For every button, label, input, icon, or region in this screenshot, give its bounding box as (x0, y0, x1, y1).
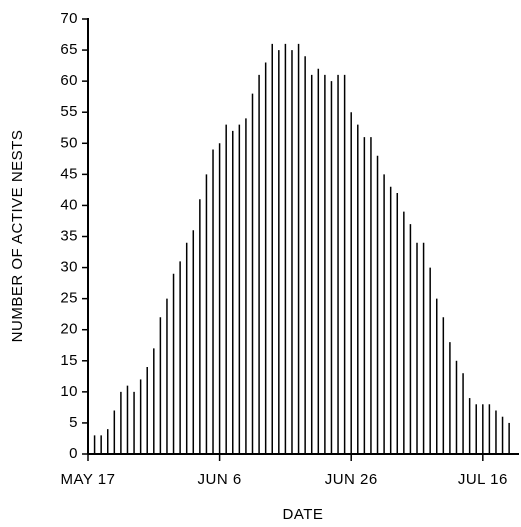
y-tick-label: 70 (60, 10, 78, 27)
y-tick-label: 65 (60, 41, 78, 58)
x-tick-label: JUN 26 (325, 471, 378, 488)
y-tick-label: 20 (60, 321, 78, 338)
x-tick-label: JUN 6 (198, 471, 242, 488)
y-tick-label: 45 (60, 165, 78, 182)
y-tick-label: 40 (60, 196, 78, 213)
y-tick-label: 10 (60, 383, 78, 400)
x-axis-label: DATE (283, 506, 324, 523)
x-tick-label: JUL 16 (458, 471, 508, 488)
y-tick-label: 30 (60, 259, 78, 276)
y-axis-label: NUMBER OF ACTIVE NESTS (9, 130, 26, 343)
y-tick-label: 5 (69, 414, 78, 431)
y-tick-label: 60 (60, 72, 78, 89)
x-tick-label: MAY 17 (61, 471, 116, 488)
y-tick-label: 15 (60, 352, 78, 369)
y-tick-label: 35 (60, 227, 78, 244)
y-tick-label: 55 (60, 103, 78, 120)
y-tick-label: 0 (69, 445, 78, 462)
y-tick-label: 50 (60, 134, 78, 151)
y-tick-label: 25 (60, 290, 78, 307)
